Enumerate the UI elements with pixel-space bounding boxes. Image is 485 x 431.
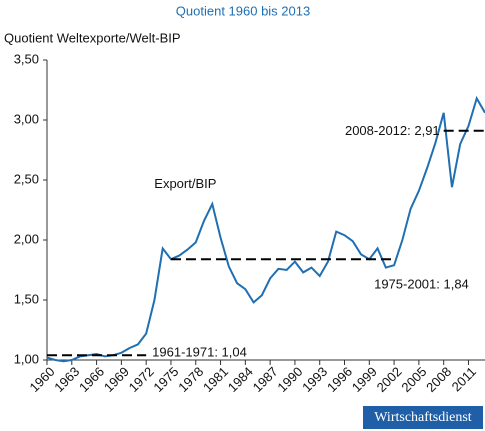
x-tick-label: 1999 bbox=[349, 364, 380, 395]
x-tick-label: 2011 bbox=[449, 364, 479, 394]
x-tick-label: 1966 bbox=[76, 364, 107, 395]
x-tick-label: 2005 bbox=[398, 364, 429, 395]
y-tick-label: 3,00 bbox=[14, 111, 39, 126]
x-tick-label: 1984 bbox=[225, 364, 256, 395]
x-tick-label: 1996 bbox=[324, 364, 355, 395]
average-label: 1975-2001: 1,84 bbox=[374, 277, 469, 292]
x-tick-label: 1987 bbox=[250, 364, 281, 395]
y-tick-label: 3,50 bbox=[14, 51, 39, 66]
average-label: 2008-2012: 2,91 bbox=[345, 123, 440, 138]
y-tick-label: 2,50 bbox=[14, 171, 39, 186]
data-line bbox=[46, 95, 485, 363]
y-tick-label: 2,00 bbox=[14, 231, 39, 246]
x-tick-label: 1969 bbox=[101, 364, 132, 395]
x-tick-label: 1963 bbox=[51, 364, 82, 395]
x-tick-label: 1981 bbox=[200, 364, 231, 395]
source: Wirtschaftsdienst bbox=[374, 410, 472, 425]
chart-title: Quotient 1960 bis 2013 bbox=[176, 3, 310, 18]
x-tick-label: 2002 bbox=[374, 364, 405, 395]
x-tick-label: 1993 bbox=[299, 364, 330, 395]
annotation: Export/BIP bbox=[154, 176, 216, 191]
y-tick-label: 1,00 bbox=[14, 351, 39, 366]
x-tick-label: 1975 bbox=[150, 364, 181, 395]
source-badge bbox=[363, 406, 483, 429]
x-tick-label: 1978 bbox=[175, 364, 206, 395]
x-tick-label: 1960 bbox=[26, 364, 57, 395]
x-tick-label: 2008 bbox=[423, 364, 454, 395]
x-tick-label: 1972 bbox=[126, 364, 157, 395]
y-tick-label: 1,50 bbox=[14, 291, 39, 306]
average-label: 1961-1971: 1,04 bbox=[152, 345, 247, 360]
y-axis-label: Quotient Weltexporte/Welt-BIP bbox=[4, 30, 181, 45]
x-tick-label: 1990 bbox=[274, 364, 305, 395]
